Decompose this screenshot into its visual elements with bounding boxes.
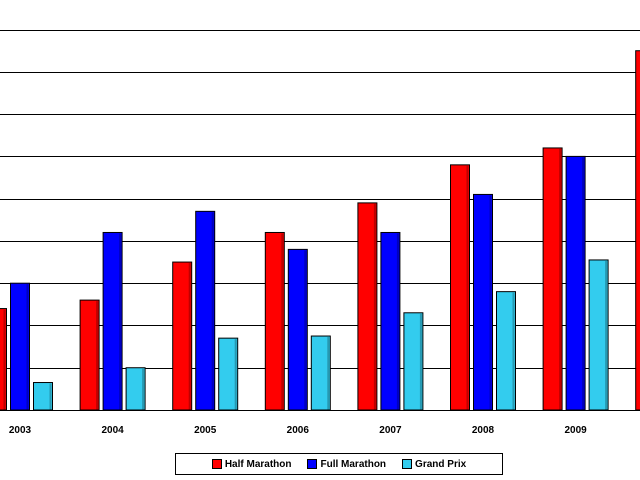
bar-shade (142, 368, 145, 410)
x-tick-label: 2008 (472, 425, 495, 436)
legend-label-grand-prix: Grand Prix (415, 458, 467, 470)
legend-swatch-half-marathon (211, 459, 222, 469)
bar-shade (26, 284, 29, 410)
bar-shade (582, 157, 585, 410)
legend-item-half-marathon: Half Marathon (211, 458, 292, 470)
bar-shade (489, 195, 492, 410)
bar-shade (234, 339, 237, 410)
bar-shade (49, 383, 52, 410)
bar-shade (559, 148, 562, 410)
bar-shade (281, 233, 284, 410)
bar-half-marathon-2010 (635, 50, 640, 411)
legend-item-grand-prix: Grand Prix (402, 459, 466, 470)
bar-shade (304, 250, 307, 410)
bars (0, 50, 640, 411)
bar-shade (605, 260, 608, 410)
x-tick-labels: 2003 2004 2005 2006 2007 2008 2009 (9, 425, 587, 436)
legend-item-full-marathon: Full Marathon (307, 459, 386, 470)
x-tick-label: 2004 (101, 425, 124, 436)
bar-shade (373, 203, 376, 410)
legend: Half Marathon Full Marathon Grand Prix (175, 453, 503, 475)
bar-shade (96, 301, 99, 410)
bar-shade (466, 165, 469, 410)
bar-shade (327, 337, 330, 410)
legend-swatch-full-marathon (307, 459, 318, 469)
bar-shade (419, 313, 422, 410)
bar-shade (188, 263, 191, 410)
bar-shade (396, 233, 399, 410)
x-tick-label: 2006 (287, 425, 310, 436)
x-tick-label: 2003 (9, 425, 32, 436)
bar-shade (3, 309, 6, 410)
x-tick-label: 2007 (379, 425, 402, 436)
bar-shade (119, 233, 122, 410)
bar-shade (211, 212, 214, 410)
legend-label-half-marathon: Half Marathon (224, 458, 292, 470)
x-tick-label: 2009 (564, 425, 587, 436)
bar-shade (512, 292, 515, 410)
bar-half-marathon-2003 (0, 308, 7, 411)
legend-label-full-marathon: Full Marathon (320, 458, 387, 470)
legend-swatch-grand-prix (402, 459, 413, 469)
x-tick-label: 2005 (194, 425, 217, 436)
